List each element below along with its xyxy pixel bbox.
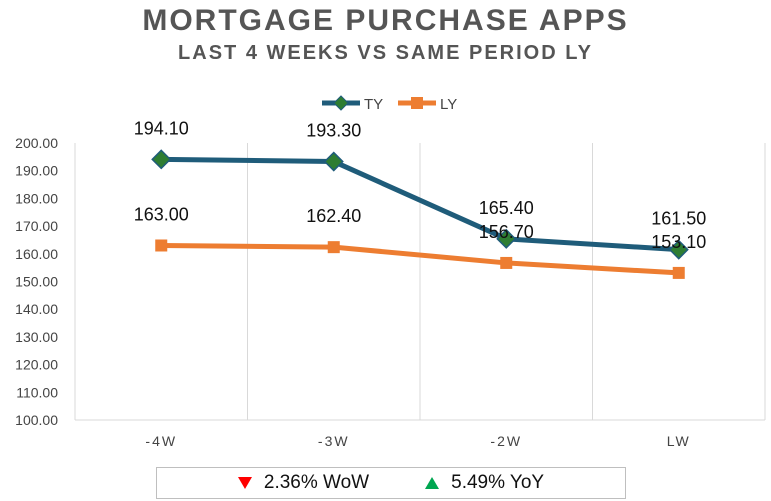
data-point-ty xyxy=(323,151,344,172)
legend-marker-ly xyxy=(411,97,423,109)
y-tick-label: 200.00 xyxy=(15,135,58,151)
summary-box: 2.36% WoW 5.49% YoY xyxy=(156,467,626,499)
x-tick-label: -2W xyxy=(490,433,522,449)
y-tick-label: 180.00 xyxy=(15,190,58,206)
data-label-ly: 163.00 xyxy=(134,204,189,224)
y-tick-label: 110.00 xyxy=(16,384,58,400)
series-line-ly xyxy=(161,242,679,276)
y-tick-label: 160.00 xyxy=(15,246,58,262)
x-tick-label: -3W xyxy=(318,433,350,449)
y-tick-label: 170.00 xyxy=(15,218,58,234)
data-point-ty xyxy=(496,228,517,249)
line-chart: 100.00 110.00 120.00 130.00 140.00 150.00 160.… xyxy=(15,95,766,449)
data-label-ty: 193.30 xyxy=(306,121,361,141)
series-line-ty xyxy=(161,156,679,253)
y-tick-label: 120.00 xyxy=(15,357,58,373)
data-point-ly xyxy=(672,266,685,279)
data-label-ty: 194.10 xyxy=(134,118,189,138)
yoy-stat: 5.49% YoY xyxy=(425,472,544,494)
y-tick-label: 150.00 xyxy=(15,274,58,290)
y-tick-label: 190.00 xyxy=(15,163,58,179)
legend-marker-ty xyxy=(333,95,349,111)
data-point-ly xyxy=(327,241,340,254)
wow-stat: 2.36% WoW xyxy=(237,472,370,494)
data-point-ty xyxy=(668,239,689,260)
data-point-ty xyxy=(151,149,172,170)
x-tick-label: -4W xyxy=(145,433,177,449)
x-tick-label: LW xyxy=(667,433,691,449)
chart-subtitle: LAST 4 WEEKS VS SAME PERIOD LY xyxy=(178,42,593,64)
data-label-ty: 165.40 xyxy=(479,198,534,218)
y-tick-label: 130.00 xyxy=(15,329,58,345)
chart-title: MORTGAGE PURCHASE APPS xyxy=(142,4,629,37)
data-label-ly: 162.40 xyxy=(306,206,361,226)
data-label-ly: 156.70 xyxy=(479,222,534,242)
wow-text: 2.36% WoW xyxy=(263,472,370,493)
yoy-text: 5.49% YoY xyxy=(451,472,545,493)
down-triangle-icon xyxy=(237,477,252,489)
legend-label-ly: LY xyxy=(440,96,457,113)
y-tick-label: 140.00 xyxy=(15,301,58,317)
up-triangle-icon xyxy=(425,477,440,489)
data-point-ly xyxy=(500,256,513,269)
data-label-ty: 161.50 xyxy=(651,209,706,229)
legend-label-ty: TY xyxy=(364,96,383,113)
y-tick-label: 100.00 xyxy=(15,412,58,428)
data-point-ly xyxy=(155,239,168,252)
data-label-ly: 153.10 xyxy=(651,232,706,252)
